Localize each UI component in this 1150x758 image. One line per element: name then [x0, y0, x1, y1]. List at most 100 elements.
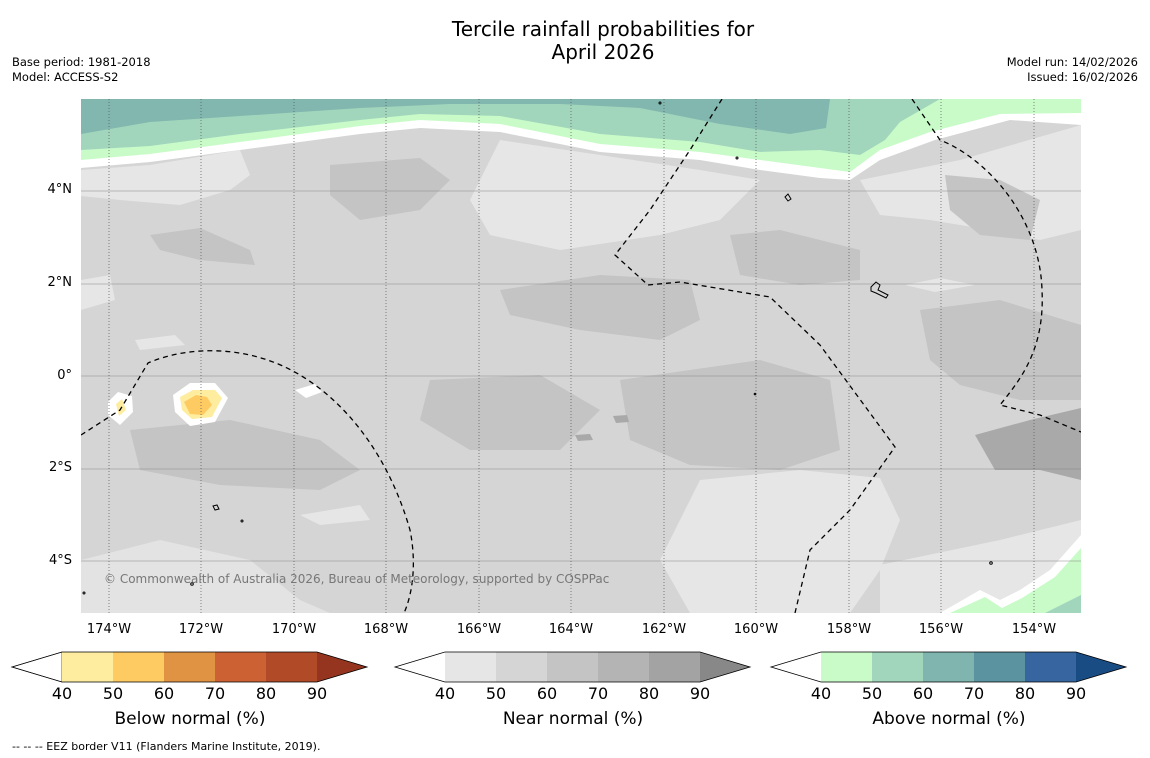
colorbar-tick: 90 [689, 684, 711, 703]
model-info: Base period: 1981-2018 Model: ACCESS-S2 [12, 55, 151, 85]
lat-label: 2°S [48, 460, 72, 475]
colorbar-above-min-arrow [771, 652, 821, 682]
probability-field [81, 99, 1081, 613]
colorbar-near-normal [393, 651, 752, 683]
colorbar-above-segment [872, 652, 923, 682]
lat-label: 4°N [47, 182, 73, 197]
near-normal-70-patch [613, 415, 629, 423]
colorbar-tick: 50 [861, 684, 883, 703]
colorbar-tick: 60 [153, 684, 175, 703]
lon-label: 156°W [918, 622, 964, 637]
colorbar-above-segment [821, 652, 872, 682]
near-normal-70-patch [975, 408, 1081, 480]
colorbar-tick: 80 [638, 684, 660, 703]
colorbar-tick: 60 [912, 684, 934, 703]
colorbar-below-segment [266, 652, 317, 682]
colorbar-below-segment [62, 652, 113, 682]
island-icon [240, 519, 244, 523]
base-period: Base period: 1981-2018 [12, 55, 151, 69]
lon-label: 166°W [456, 622, 502, 637]
colorbar-tick: 70 [963, 684, 985, 703]
colorbar-tick: 70 [587, 684, 609, 703]
island-icon [989, 561, 993, 565]
title-line-1: Tercile rainfall probabilities for [451, 17, 755, 41]
colorbar-above-segment [974, 652, 1025, 682]
colorbar-tick: 60 [536, 684, 558, 703]
island-icon [82, 591, 86, 595]
colorbar-near-max-arrow [700, 652, 750, 682]
islands [82, 101, 993, 595]
colorbar-near-segment [547, 652, 598, 682]
island-icon [753, 392, 757, 396]
colorbar-above-segment [923, 652, 974, 682]
colorbar-tick: 50 [485, 684, 507, 703]
colorbar-tick: 40 [810, 684, 832, 703]
near-normal-40-patch [300, 505, 370, 525]
near-normal-40-patch [470, 140, 760, 250]
lon-label: 158°W [826, 622, 872, 637]
colorbar-near-segment [598, 652, 649, 682]
colorbar-above-normal [769, 651, 1128, 683]
run-info: Model run: 14/02/2026 Issued: 16/02/2026 [1007, 55, 1138, 85]
colorbar-above-segment [1025, 652, 1076, 682]
eez-border-east [911, 99, 1081, 433]
near-normal-60-patch [500, 275, 700, 340]
colorbar-tick: 40 [51, 684, 73, 703]
near-normal-60-patch [620, 360, 840, 470]
colorbar-tick: 90 [306, 684, 328, 703]
colorbar-near-min-arrow [395, 652, 445, 682]
colorbar-near-segment [445, 652, 496, 682]
colorbar-near-segment [496, 652, 547, 682]
island-icon [870, 281, 889, 299]
title-line-2: April 2026 [551, 40, 655, 64]
below-normal-50-region [184, 395, 212, 415]
colorbar-above-max-arrow [1076, 652, 1126, 682]
lon-label: 162°W [641, 622, 687, 637]
near-normal-60-patch [420, 375, 600, 450]
colorbar-below-max-arrow [317, 652, 367, 682]
lon-label: 164°W [548, 622, 594, 637]
above-normal-40-region [950, 548, 1081, 613]
near-normal-40-patch [905, 278, 975, 292]
near-normal-60-patch [330, 158, 450, 220]
above-normal-60-region [81, 99, 830, 134]
eez-border-west [81, 350, 415, 613]
copyright-credit: © Commonwealth of Australia 2026, Bureau… [104, 572, 610, 586]
colorbar-tick: 80 [255, 684, 277, 703]
eez-borders [81, 99, 1081, 613]
colorbar-tick: 80 [1014, 684, 1036, 703]
lat-label: 2°N [47, 275, 73, 290]
model-run-date: Model run: 14/02/2026 [1006, 55, 1138, 69]
model-name: Model: ACCESS-S2 [12, 70, 119, 84]
above-normal-50-region [1045, 595, 1081, 613]
near-normal-60-patch [150, 228, 255, 265]
colorbar-tick: 70 [204, 684, 226, 703]
island-icon [212, 504, 220, 511]
white-band [295, 384, 322, 398]
latitude-gridlines [81, 190, 1081, 562]
lon-label: 168°W [363, 622, 409, 637]
island-icon [784, 193, 792, 202]
colorbar-below-segment [164, 652, 215, 682]
colorbar-below-min-arrow [10, 651, 63, 683]
lat-label: 4°S [48, 553, 72, 568]
eez-border-legend: -- -- -- EEZ border V11 (Flanders Marine… [12, 740, 321, 753]
near-normal-40-patch [135, 335, 185, 350]
colorbar-tick: 90 [1065, 684, 1087, 703]
lon-label: 172°W [178, 622, 224, 637]
near-normal-60-patch [130, 420, 360, 490]
colorbar-title-near: Near normal (%) [502, 709, 644, 729]
island-icon [658, 101, 662, 105]
island-icon [735, 156, 739, 160]
colorbar-below-segment [113, 652, 164, 682]
colorbars [10, 651, 1128, 683]
lon-label: 174°W [86, 622, 132, 637]
lon-label: 170°W [271, 622, 317, 637]
colorbar-tick: 40 [434, 684, 456, 703]
colorbar-title-above: Above normal (%) [872, 709, 1026, 729]
issued-date: Issued: 16/02/2026 [1027, 70, 1138, 84]
near-normal-40-patch [660, 470, 900, 613]
colorbar-below-segment [215, 652, 266, 682]
colorbar-below-normal [10, 651, 369, 683]
